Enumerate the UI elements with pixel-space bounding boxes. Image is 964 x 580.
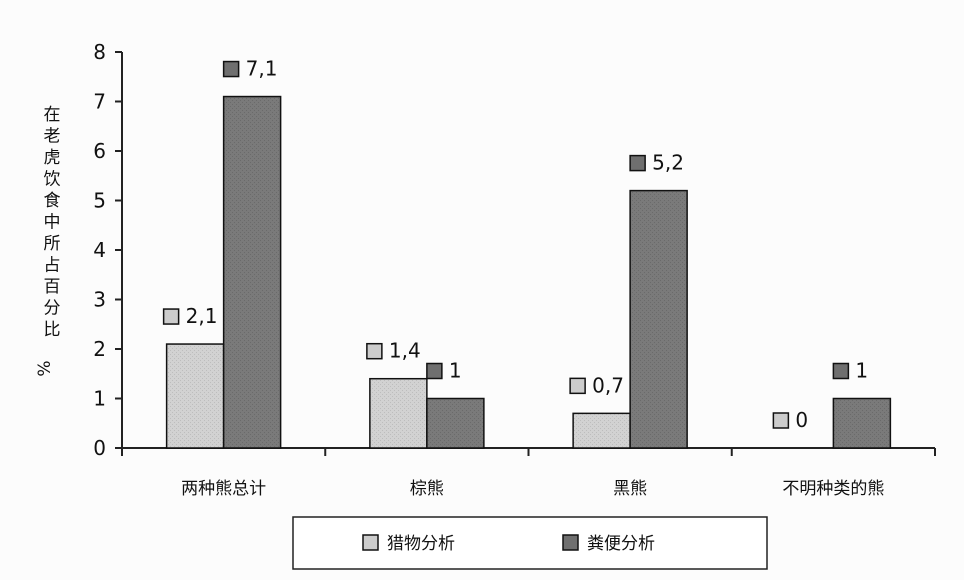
data-label: 2,1 <box>186 304 218 328</box>
x-category-label: 两种熊总计 <box>181 479 266 499</box>
x-category-label: 不明种类的熊 <box>782 479 884 499</box>
data-label: 7,1 <box>246 57 278 81</box>
y-axis-label-char: % <box>35 360 55 376</box>
y-axis-label-char: 百 <box>44 277 61 297</box>
legend-label: 粪便分析 <box>587 534 655 554</box>
bar-prey <box>572 412 631 449</box>
data-label: 1 <box>449 359 462 383</box>
bars <box>165 95 892 449</box>
y-axis-label-char: 食 <box>44 191 61 211</box>
y-axis-label-char: 所 <box>44 234 61 254</box>
data-label-marker <box>162 308 180 325</box>
legend-label: 猎物分析 <box>387 534 455 554</box>
data-label-marker <box>222 60 240 78</box>
y-tick-label: 1 <box>93 387 106 411</box>
bar-scat <box>222 95 282 449</box>
y-tick-label: 4 <box>93 238 106 262</box>
y-axis-label-char: 在 <box>44 105 61 125</box>
legend-swatch <box>362 534 379 551</box>
data-label: 0 <box>795 408 808 432</box>
bar-prey <box>165 343 225 449</box>
y-tick-label: 5 <box>93 189 106 213</box>
data-label: 1,4 <box>389 339 421 363</box>
bar-scat <box>832 397 892 449</box>
legend: 猎物分析 粪便分析 <box>292 516 768 570</box>
data-label-marker <box>629 154 646 172</box>
y-axis-label-char: 分 <box>44 299 61 319</box>
x-category-label: 棕熊 <box>410 479 444 499</box>
data-label-marker <box>426 362 443 380</box>
y-tick-label: 0 <box>93 436 106 460</box>
data-label-marker <box>772 412 790 429</box>
bar-prey <box>369 377 428 449</box>
y-axis-label-char: 饮 <box>44 170 61 190</box>
x-category-label: 黑熊 <box>613 479 647 499</box>
legend-swatch <box>562 534 579 551</box>
data-label-marker <box>366 342 383 360</box>
data-label: 5,2 <box>652 151 684 175</box>
data-label: 0,7 <box>592 373 624 397</box>
data-label-marker <box>569 377 586 395</box>
y-tick-label: 7 <box>93 90 106 114</box>
y-tick-label: 3 <box>93 288 106 312</box>
data-label-marker <box>832 362 850 380</box>
y-axis-label-char: 占 <box>44 256 61 276</box>
data-labels: 2,1 7,1 1,4 1 0,7 5,2 0 1 <box>162 57 868 432</box>
bar-scat <box>426 397 485 449</box>
y-axis-label-char: 比 <box>44 320 61 340</box>
y-tick-label: 8 <box>93 40 106 64</box>
y-axis-label-char: 老 <box>44 127 61 147</box>
data-label: 1 <box>855 359 868 383</box>
y-axis-label-char: 中 <box>44 213 61 233</box>
y-axis-label-char: 虎 <box>44 148 61 168</box>
y-tick-label: 2 <box>93 337 106 361</box>
bar-scat <box>629 189 688 449</box>
y-tick-label: 6 <box>93 139 106 163</box>
